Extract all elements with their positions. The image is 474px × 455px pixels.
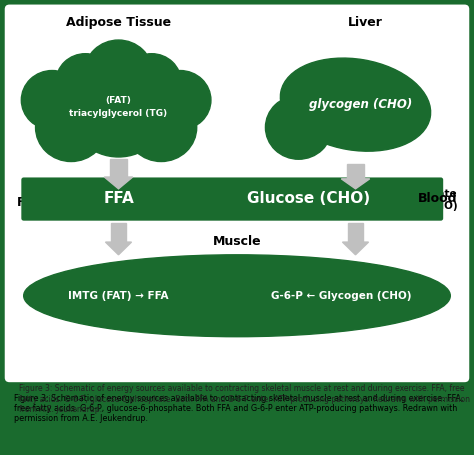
Circle shape [21,71,83,130]
Text: Carbohydrate
(CHO): Carbohydrate (CHO) [377,189,457,212]
Ellipse shape [24,255,450,337]
Bar [111,223,126,242]
Circle shape [56,54,115,110]
Polygon shape [341,179,370,189]
Text: Blood: Blood [418,192,457,205]
Polygon shape [104,177,133,189]
Text: glycogen (CHO): glycogen (CHO) [309,98,412,111]
Text: G-6-P ← Glycogen (CHO): G-6-P ← Glycogen (CHO) [271,291,411,301]
Circle shape [122,54,181,110]
Circle shape [126,93,197,162]
Bar [348,223,363,242]
Polygon shape [342,242,369,255]
Text: IMTG (FAT) → FFA: IMTG (FAT) → FFA [68,291,169,301]
Text: Fat: Fat [17,196,39,209]
Ellipse shape [280,58,431,151]
Text: FFA: FFA [103,192,134,206]
Text: Adipose Tissue: Adipose Tissue [66,16,171,29]
Text: Glucose (CHO): Glucose (CHO) [246,192,370,206]
Circle shape [149,71,211,130]
Text: Muscle: Muscle [213,235,261,248]
Circle shape [84,40,153,106]
Polygon shape [106,242,132,255]
Text: Figure 3: Schematic of energy sources available to contracting skeletal muscle a: Figure 3: Schematic of energy sources av… [14,394,464,423]
Text: Liver: Liver [347,16,383,29]
Circle shape [265,96,332,159]
Bar [110,159,127,177]
FancyBboxPatch shape [21,177,443,221]
Circle shape [69,61,168,157]
Circle shape [36,93,107,162]
Text: Figure 3: Schematic of energy sources available to contracting skeletal muscle a: Figure 3: Schematic of energy sources av… [19,384,470,414]
Text: (FAT)
triacylglycerol (TG): (FAT) triacylglycerol (TG) [69,96,168,118]
Bar [347,164,364,179]
